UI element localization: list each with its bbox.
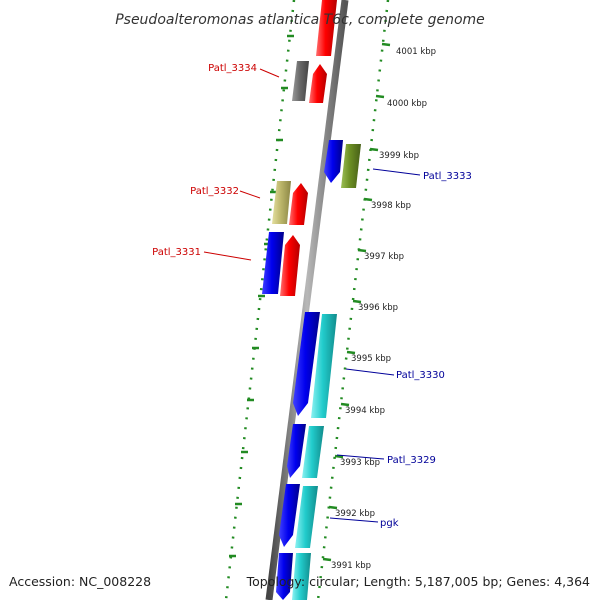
gene-pgk-blue[interactable]: [279, 484, 300, 547]
ruler-right: [316, 0, 390, 600]
gene-patl-3330-blue[interactable]: [293, 312, 320, 416]
tick-label-4001: 4001 kbp: [396, 47, 436, 57]
gene-patl-3332-khaki[interactable]: [272, 181, 291, 224]
gene-labels: Patl_3334 Patl_3333 Patl_3332 Patl_3331 …: [152, 63, 472, 529]
tick-label-3998: 3998 kbp: [371, 201, 411, 211]
gene-red-top[interactable]: [316, 0, 337, 56]
topology-label: Topology: circular; Length: 5,187,005 bp…: [246, 574, 590, 589]
gene-label-patl-3333[interactable]: Patl_3333: [423, 171, 472, 182]
gene-patl-3334[interactable]: [309, 64, 327, 103]
ruler-left-major-ticks: [229, 34, 294, 558]
tick-label-3994: 3994 kbp: [345, 406, 385, 416]
tick-label-3992: 3992 kbp: [335, 509, 375, 519]
gene-patl-3329-blue[interactable]: [287, 424, 306, 478]
gene-label-patl-3332[interactable]: Patl_3332: [190, 186, 239, 197]
gene-patl-3331-blue[interactable]: [262, 232, 284, 294]
tick-label-3999: 3999 kbp: [379, 151, 419, 161]
tick-label-3995: 3995 kbp: [351, 354, 391, 364]
tick-label-3993: 3993 kbp: [340, 458, 380, 468]
label-leaders: [203, 68, 421, 523]
tick-label-3997: 3997 kbp: [364, 252, 404, 262]
gene-label-pgk[interactable]: pgk: [380, 518, 399, 529]
gene-patl-3334-gray[interactable]: [292, 61, 309, 101]
ruler-right-major-ticks: [322, 42, 391, 562]
gene-bottom-blue[interactable]: [276, 553, 293, 600]
tick-label-3991: 3991 kbp: [331, 561, 371, 571]
gene-patl-3331[interactable]: [280, 235, 300, 296]
gene-pgk[interactable]: [295, 486, 318, 548]
gene-label-patl-3331[interactable]: Patl_3331: [152, 247, 201, 258]
genome-backbone: [265, 0, 349, 600]
map-title: Pseudoalteromonas atlantica T6c, complet…: [115, 12, 485, 28]
tick-label-4000: 4000 kbp: [387, 99, 427, 109]
gene-patl-3329[interactable]: [302, 426, 324, 478]
gene-patl-3333-blue[interactable]: [324, 140, 343, 183]
tick-label-3996: 3996 kbp: [358, 303, 398, 313]
accession-label: Accession: NC_008228: [9, 574, 152, 589]
tick-labels: 4001 kbp 4000 kbp 3999 kbp 3998 kbp 3997…: [331, 47, 436, 571]
gene-patl-3333[interactable]: [341, 144, 361, 188]
ruler-left: [224, 0, 296, 600]
gene-label-patl-3330[interactable]: Patl_3330: [396, 370, 445, 381]
gene-label-patl-3329[interactable]: Patl_3329: [387, 455, 436, 466]
gene-bottom-cyan[interactable]: [292, 553, 311, 600]
gene-label-patl-3334[interactable]: Patl_3334: [208, 63, 257, 74]
gene-patl-3330[interactable]: [311, 314, 337, 418]
gene-patl-3332[interactable]: [289, 183, 308, 225]
